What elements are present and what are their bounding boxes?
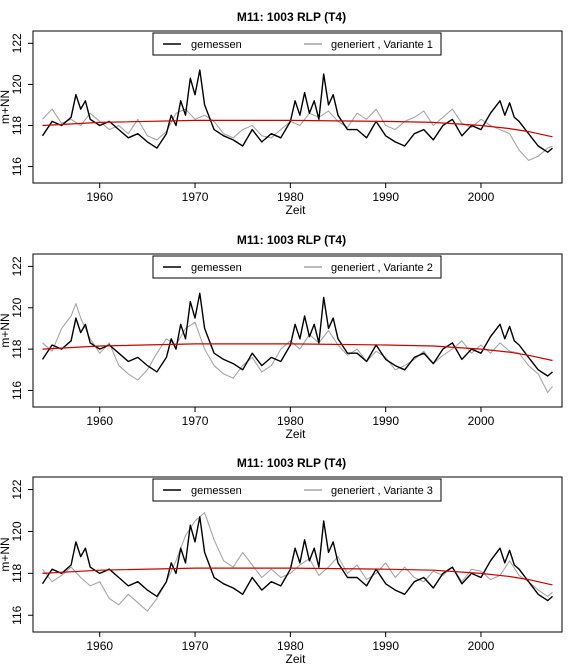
y-tick-label: 118 bbox=[10, 563, 24, 582]
x-tick-label: 1960 bbox=[86, 639, 113, 653]
x-tick-label: 1970 bbox=[182, 639, 209, 653]
panel-2: M11: 1003 RLP (T4) 1960 1970 1980 1990 2000 11… bbox=[0, 233, 563, 441]
plot-frame bbox=[32, 253, 563, 408]
legend-box bbox=[152, 478, 442, 502]
x-axis-label: Zeit bbox=[285, 203, 306, 217]
plot-frame bbox=[32, 30, 563, 184]
series-line-gemessen bbox=[41, 69, 553, 153]
series-line-trend bbox=[42, 567, 553, 586]
x-tick-label: 2000 bbox=[468, 414, 495, 428]
legend-label-generiert: generiert , Variante 1 bbox=[331, 39, 433, 51]
chart-title: M11: 1003 RLP (T4) bbox=[237, 456, 346, 470]
x-tick-label: 1960 bbox=[86, 414, 113, 428]
x-tick-label: 1970 bbox=[182, 190, 209, 204]
x-tick-label: 1990 bbox=[372, 639, 399, 653]
legend-label-gemessen: gemessen bbox=[191, 485, 242, 497]
series-line-trend bbox=[42, 119, 553, 138]
x-axis-label: Zeit bbox=[285, 427, 306, 441]
y-tick-label: 116 bbox=[10, 381, 24, 400]
x-tick-label: 1980 bbox=[277, 190, 304, 204]
series-line-generiert bbox=[42, 303, 553, 394]
legend-box bbox=[152, 255, 442, 279]
y-tick-label: 120 bbox=[10, 297, 24, 317]
y-tick-label: 122 bbox=[10, 479, 24, 499]
y-axis-label: m+NN bbox=[0, 90, 12, 124]
x-tick-label: 2000 bbox=[468, 639, 495, 653]
chart-title: M11: 1003 RLP (T4) bbox=[237, 10, 346, 24]
series-line-gemessen bbox=[41, 516, 553, 602]
legend-label-generiert: generiert , Variante 3 bbox=[331, 485, 433, 497]
y-tick-label: 116 bbox=[10, 157, 24, 176]
panel-3: M11: 1003 RLP (T4) 1960 1970 1980 1990 2000 11… bbox=[0, 456, 563, 666]
chart-title: M11: 1003 RLP (T4) bbox=[237, 233, 346, 247]
series-line-generiert bbox=[42, 108, 553, 161]
x-tick-label: 1960 bbox=[86, 190, 113, 204]
y-tick-label: 118 bbox=[10, 116, 24, 135]
series-line-gemessen bbox=[41, 292, 553, 377]
y-tick-label: 122 bbox=[10, 33, 24, 53]
y-tick-label: 122 bbox=[10, 256, 24, 276]
plot-frame bbox=[32, 476, 563, 633]
x-tick-label: 1970 bbox=[182, 414, 209, 428]
series-line-generiert bbox=[42, 512, 553, 612]
series-line-trend bbox=[42, 343, 553, 362]
panel-1: M11: 1003 RLP (T4) 1960 1970 1980 1990 2000 11… bbox=[0, 10, 563, 217]
y-axis-label: m+NN bbox=[0, 313, 12, 347]
y-axis-label: m+NN bbox=[0, 537, 12, 571]
y-tick-label: 116 bbox=[10, 605, 24, 624]
legend-label-generiert: generiert , Variante 2 bbox=[331, 262, 433, 274]
y-tick-label: 120 bbox=[10, 521, 24, 541]
x-tick-label: 1980 bbox=[277, 639, 304, 653]
x-axis-label: Zeit bbox=[285, 652, 306, 666]
legend-label-gemessen: gemessen bbox=[191, 262, 242, 274]
x-tick-label: 1980 bbox=[277, 414, 304, 428]
y-tick-label: 118 bbox=[10, 339, 24, 358]
x-tick-label: 1990 bbox=[372, 190, 399, 204]
legend-label-gemessen: gemessen bbox=[191, 39, 242, 51]
x-tick-label: 2000 bbox=[468, 190, 495, 204]
y-tick-label: 120 bbox=[10, 74, 24, 94]
x-tick-label: 1990 bbox=[372, 414, 399, 428]
legend-box bbox=[152, 32, 442, 56]
